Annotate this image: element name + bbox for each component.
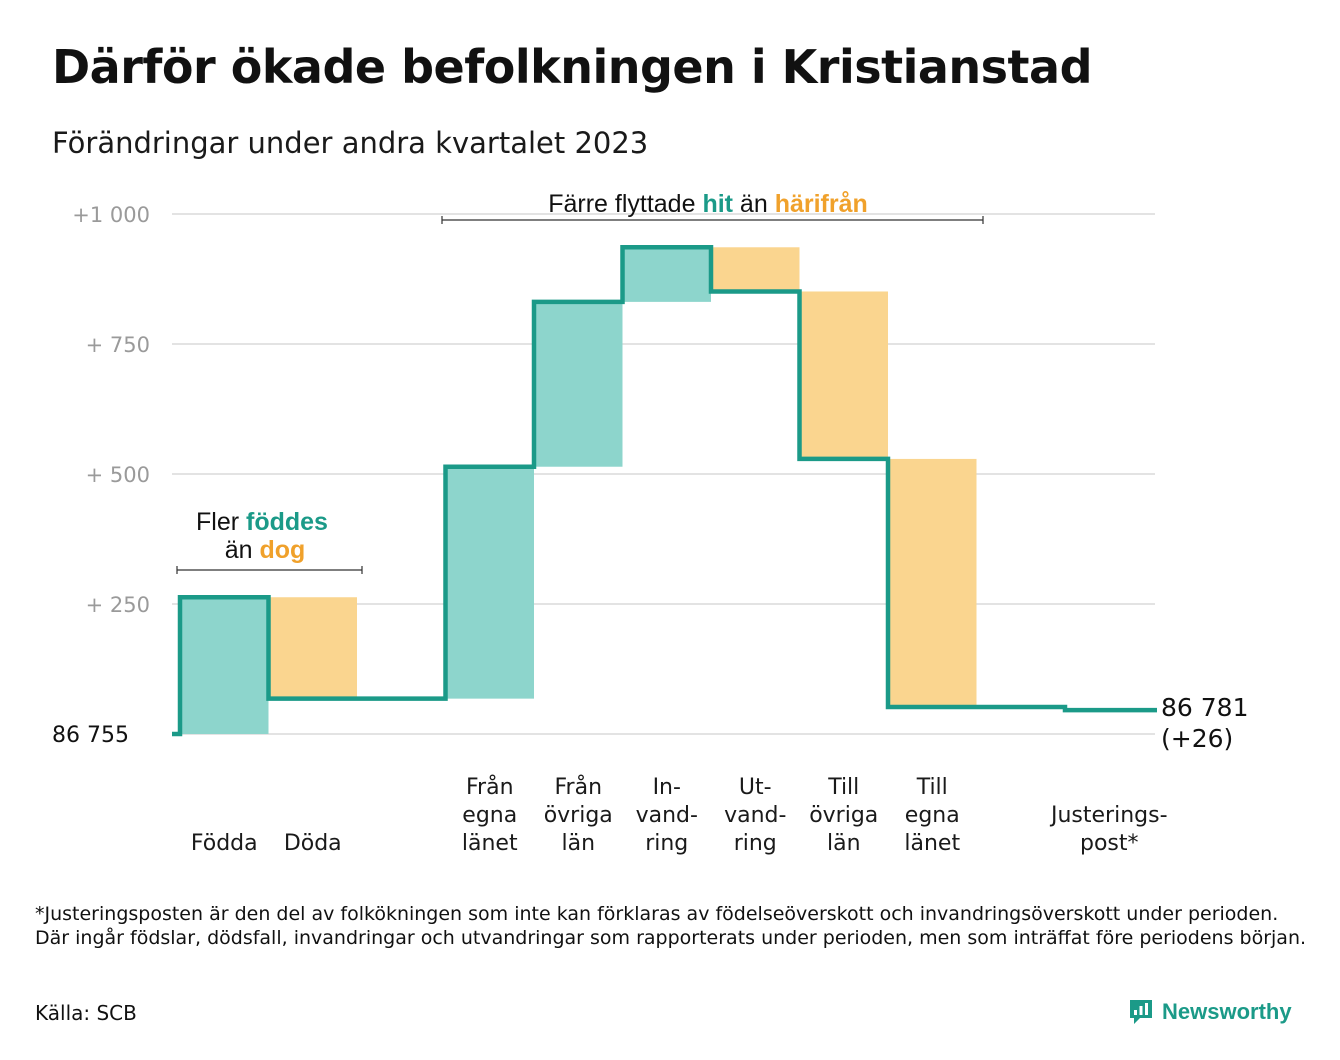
annotation-part: Fler bbox=[196, 508, 246, 536]
category-label: post* bbox=[1080, 831, 1139, 856]
category-label: länet bbox=[904, 831, 960, 856]
y-tick-label: +1 000 bbox=[72, 203, 150, 227]
increase-bar bbox=[534, 301, 623, 467]
category-label: län bbox=[827, 831, 861, 856]
category-label: egna bbox=[905, 803, 960, 828]
end-value-label: 86 781 bbox=[1161, 693, 1248, 722]
brand-logo: Newsworthy bbox=[1128, 998, 1292, 1026]
decrease-bar bbox=[268, 597, 357, 699]
annotation-part: hit bbox=[702, 190, 733, 218]
running-total-line bbox=[172, 245, 1157, 737]
category-label: Döda bbox=[284, 831, 342, 856]
decrease-bar bbox=[888, 458, 977, 707]
y-tick-label: + 500 bbox=[86, 463, 150, 487]
waterfall-chart: + 250 + 500 + 750 +1 000 86 755 Födda Döda Från… bbox=[52, 190, 1248, 856]
increase-bar bbox=[445, 466, 534, 699]
category-label: Till bbox=[916, 775, 948, 800]
source-label: Källa: SCB bbox=[35, 1001, 137, 1025]
increase-bar bbox=[622, 247, 711, 302]
category-label: Från bbox=[554, 774, 602, 800]
chart-subtitle: Förändringar under andra kvartalet 2023 bbox=[52, 126, 649, 160]
annotation-part: än bbox=[225, 536, 260, 564]
annotation-part: härifrån bbox=[775, 190, 868, 218]
brand-name: Newsworthy bbox=[1162, 999, 1292, 1024]
category-label: länet bbox=[462, 831, 518, 856]
annotation-bracket bbox=[441, 216, 984, 224]
annotation-migration: Färre flyttade hit än härifrån bbox=[548, 190, 868, 218]
decrease-bar bbox=[799, 291, 888, 459]
chart-title: Därför ökade befolkningen i Kristianstad bbox=[52, 40, 1093, 94]
y-tick-label: + 250 bbox=[86, 593, 150, 617]
annotation-births-deaths: än dog bbox=[225, 536, 306, 564]
category-label: ring bbox=[734, 831, 777, 856]
baseline-label: 86 755 bbox=[52, 723, 129, 748]
bar-chart-speech-icon bbox=[1130, 1000, 1152, 1024]
category-label: övriga bbox=[809, 803, 878, 828]
end-change-label: (+26) bbox=[1161, 724, 1233, 753]
category-label: vand- bbox=[636, 803, 698, 828]
category-label: Från bbox=[466, 774, 514, 800]
annotation-part: dog bbox=[259, 536, 305, 564]
annotation-births-deaths: Fler föddes bbox=[196, 508, 328, 536]
increase-bar bbox=[180, 597, 269, 734]
annotation-part: föddes bbox=[246, 508, 328, 536]
category-label: Till bbox=[827, 775, 859, 800]
category-label: In- bbox=[653, 775, 681, 800]
annotation-part: Färre flyttade bbox=[548, 190, 702, 218]
category-label: Ut- bbox=[739, 775, 772, 800]
category-label: Justerings- bbox=[1049, 803, 1168, 828]
y-tick-label: + 750 bbox=[86, 333, 150, 357]
footnote: *Justeringsposten är den del av folkökni… bbox=[35, 903, 1307, 949]
category-label: övriga bbox=[544, 803, 613, 828]
annotation-part: än bbox=[733, 190, 775, 218]
annotation-bracket bbox=[176, 566, 363, 574]
category-label: vand- bbox=[724, 803, 786, 828]
category-label: Födda bbox=[191, 831, 258, 856]
category-label: egna bbox=[462, 803, 517, 828]
decrease-bar bbox=[711, 247, 800, 292]
category-label: ring bbox=[645, 831, 688, 856]
category-label: län bbox=[561, 831, 595, 856]
